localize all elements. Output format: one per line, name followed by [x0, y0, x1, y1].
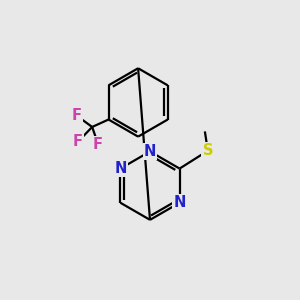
Text: F: F: [93, 137, 103, 152]
Text: S: S: [202, 143, 213, 158]
Text: F: F: [72, 108, 82, 123]
Text: N: N: [144, 144, 156, 159]
Text: F: F: [73, 134, 83, 149]
Text: N: N: [114, 161, 127, 176]
Text: N: N: [173, 195, 186, 210]
